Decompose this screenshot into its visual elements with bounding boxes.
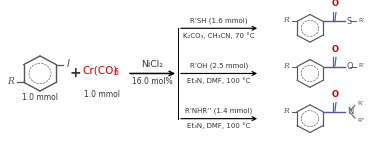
Text: R": R" <box>357 118 364 123</box>
Text: R’OH (2.5 mmol): R’OH (2.5 mmol) <box>190 62 248 69</box>
Text: R': R' <box>358 63 364 68</box>
Text: N: N <box>347 107 353 116</box>
Text: NiCl₂: NiCl₂ <box>142 60 163 69</box>
Text: I: I <box>67 59 70 69</box>
Text: Cr(CO): Cr(CO) <box>82 66 118 76</box>
Text: 1.0 mmol: 1.0 mmol <box>84 90 120 99</box>
Text: O: O <box>332 45 338 54</box>
Text: S: S <box>347 17 352 26</box>
Text: R: R <box>7 77 14 86</box>
Text: O: O <box>347 62 353 71</box>
Text: R: R <box>283 107 289 115</box>
Text: Et₃N, DMF, 100 °C: Et₃N, DMF, 100 °C <box>187 122 251 129</box>
Text: Et₃N, DMF, 100 °C: Et₃N, DMF, 100 °C <box>187 77 251 84</box>
Text: R': R' <box>358 18 364 23</box>
Text: R’SH (1.6 mmol): R’SH (1.6 mmol) <box>190 17 248 24</box>
Text: O: O <box>332 90 338 99</box>
Text: 1.0 mmol: 1.0 mmol <box>22 93 58 102</box>
Text: O: O <box>332 0 338 8</box>
Text: R: R <box>283 62 289 70</box>
Text: R: R <box>283 16 289 24</box>
Text: K₂CO₃, CH₃CN, 70 °C: K₂CO₃, CH₃CN, 70 °C <box>183 32 255 39</box>
Text: 6: 6 <box>114 68 119 77</box>
Text: R’NHR’’ (1.4 mmol): R’NHR’’ (1.4 mmol) <box>185 108 253 114</box>
Text: 16.0 mol%: 16.0 mol% <box>132 77 173 86</box>
Text: +: + <box>69 66 81 80</box>
Text: R': R' <box>357 101 363 106</box>
